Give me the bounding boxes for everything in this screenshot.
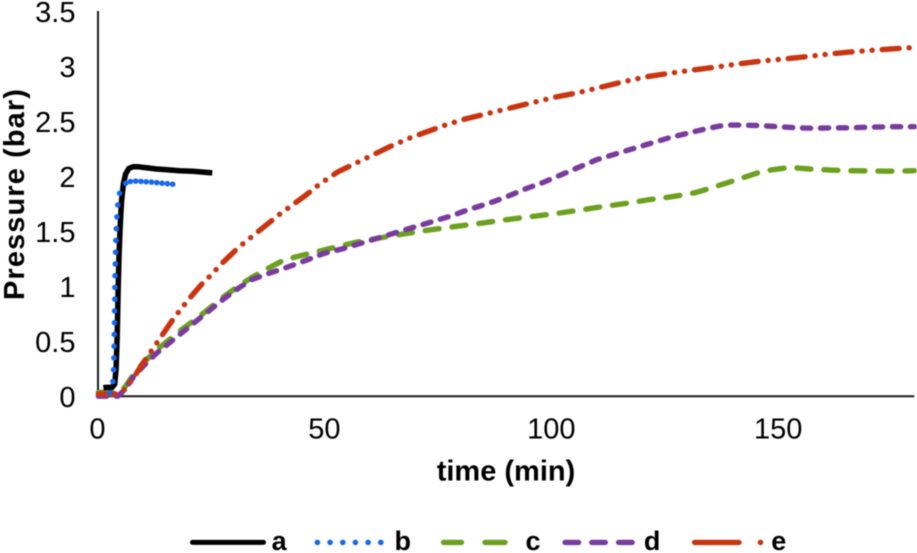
svg-text:Pressure (bar): Pressure (bar) — [0, 88, 31, 300]
svg-text:2: 2 — [59, 162, 75, 194]
svg-text:e: e — [771, 526, 786, 553]
svg-text:0.5: 0.5 — [35, 327, 75, 359]
svg-text:1: 1 — [59, 272, 75, 304]
svg-text:100: 100 — [527, 413, 575, 445]
svg-text:b: b — [395, 526, 412, 553]
svg-text:2.5: 2.5 — [35, 107, 75, 139]
svg-text:3: 3 — [59, 52, 75, 84]
svg-text:a: a — [272, 526, 288, 553]
svg-text:50: 50 — [308, 413, 340, 445]
svg-text:150: 150 — [754, 413, 802, 445]
svg-text:3.5: 3.5 — [35, 0, 75, 29]
svg-text:0: 0 — [59, 382, 75, 414]
svg-text:time (min): time (min) — [437, 456, 576, 488]
svg-text:d: d — [644, 526, 661, 553]
svg-text:0: 0 — [89, 413, 105, 445]
svg-text:c: c — [526, 526, 541, 553]
svg-text:1.5: 1.5 — [35, 217, 75, 249]
